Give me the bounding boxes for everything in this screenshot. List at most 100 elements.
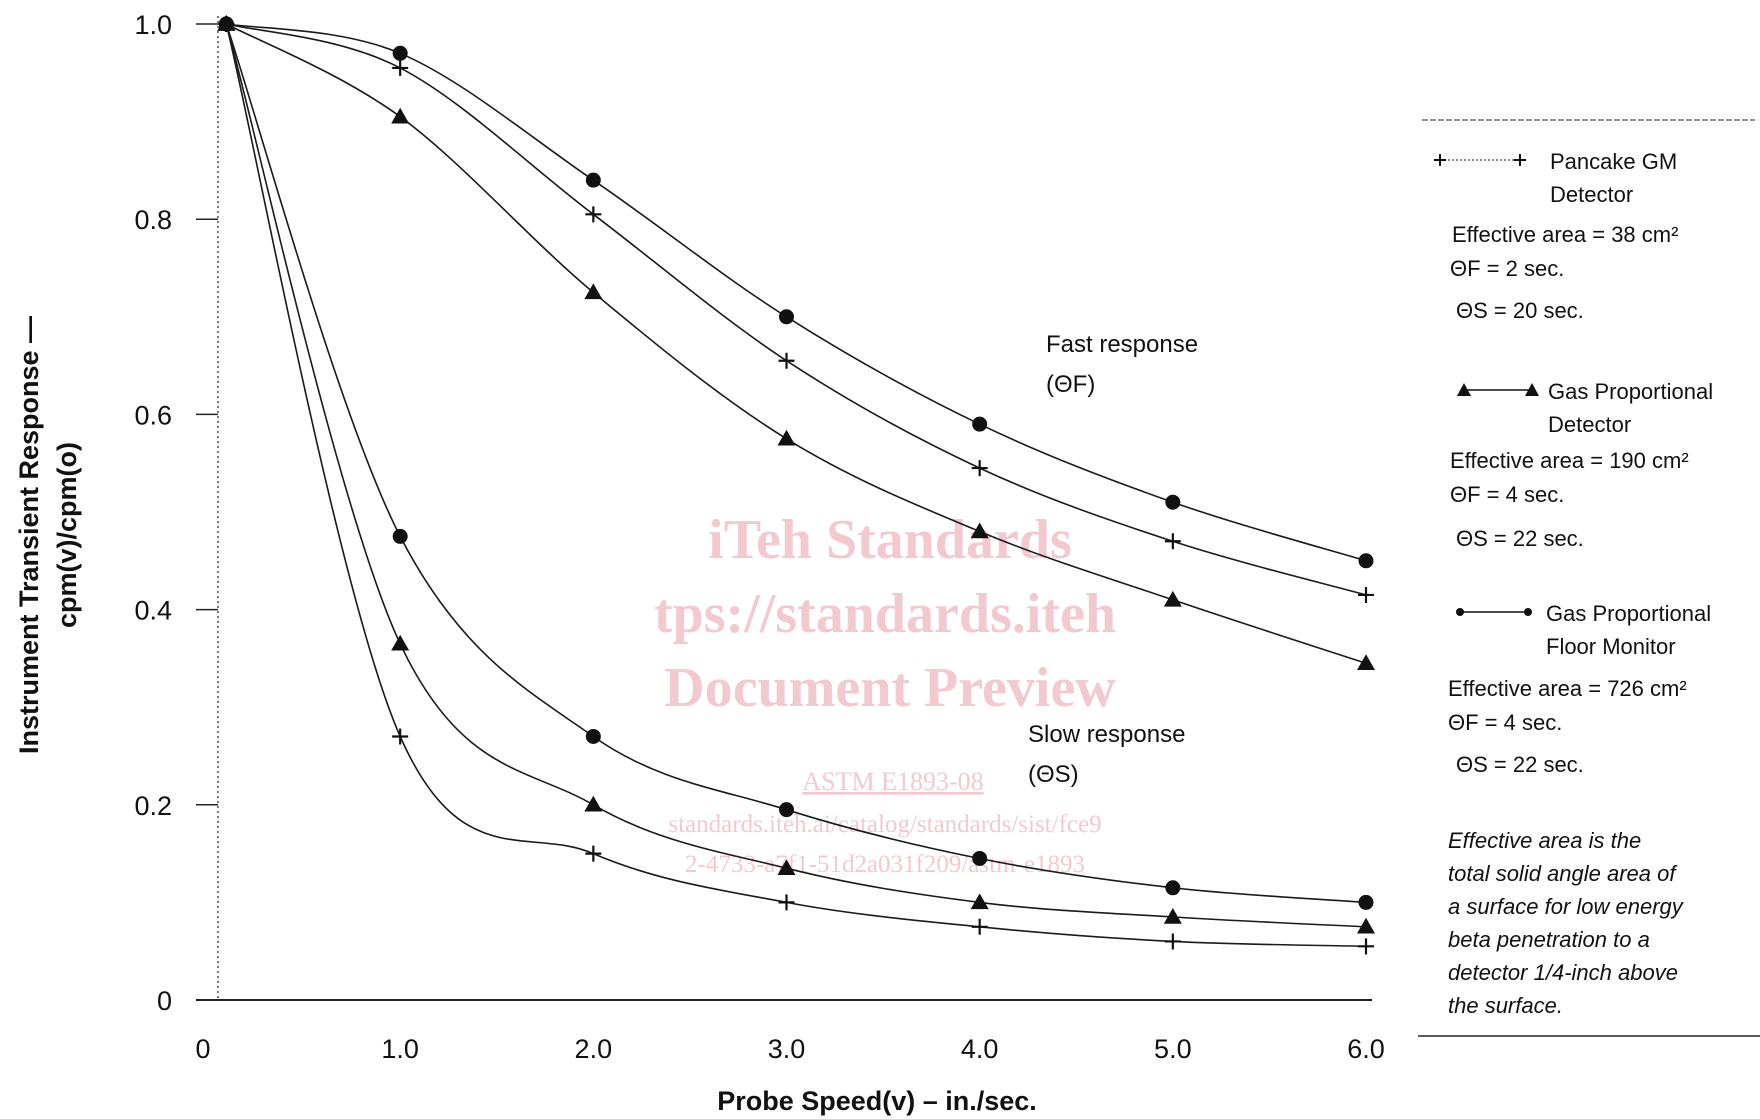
data-point-triangle <box>1163 590 1182 607</box>
data-point-triangle <box>1163 908 1182 924</box>
legend-note-line-2: total solid angle area of <box>1448 861 1678 886</box>
series-line <box>225 23 1367 928</box>
legend-note-line-6: the surface. <box>1448 993 1563 1018</box>
legend-gas-detector-marker <box>1457 383 1539 396</box>
data-point-plus <box>1164 933 1181 950</box>
data-point-plus <box>778 894 795 911</box>
x-tick-label: 0 <box>195 1034 210 1064</box>
legend-note-line-1: Effective area is the <box>1448 828 1641 853</box>
series-fast-triangle <box>217 15 1375 671</box>
data-point-plus <box>1358 938 1374 955</box>
x-tick-label: 2.0 <box>575 1034 613 1064</box>
watermark: iTeh Standards tps://standards.iteh Docu… <box>654 509 1116 878</box>
x-tick-label: 1.0 <box>381 1034 419 1064</box>
y-axis-title: Instrument Transient Response — cpm(v)/c… <box>14 316 82 754</box>
legend-floor-monitor-area: Effective area = 726 cm² <box>1448 676 1687 701</box>
legend-gas-detector-theta-f: ΘF = 4 sec. <box>1450 482 1564 507</box>
series-slow-circle <box>218 16 1374 910</box>
slow-response-symbol: (ΘS) <box>1028 761 1079 788</box>
y-ticks: 0 0.2 0.4 0.6 0.8 1.0 <box>134 10 218 1016</box>
data-point-plus <box>1358 586 1374 603</box>
slow-response-annotation: Slow response (ΘS) <box>1028 721 1185 788</box>
data-point-triangle <box>584 795 603 812</box>
legend-note-line-4: beta penetration to a <box>1448 927 1650 952</box>
data-point-circle <box>585 728 601 744</box>
data-point-circle <box>1358 553 1374 569</box>
y-tick-label: 0.4 <box>134 596 172 626</box>
legend-floor-monitor-name-line-1: Gas Proportional <box>1546 601 1711 626</box>
legend-floor-monitor-marker <box>1456 608 1532 616</box>
legend-gas-detector-area: Effective area = 190 cm² <box>1450 448 1689 473</box>
data-point-triangle <box>391 107 410 124</box>
x-tick-label: 3.0 <box>768 1034 806 1064</box>
data-point-triangle <box>584 283 603 300</box>
legend-floor-monitor-theta-f: ΘF = 4 sec. <box>1448 710 1562 735</box>
watermark-line-6: 2-4733-a7f1-51d2a031f209/astm-e1893 <box>685 851 1085 878</box>
y-tick-label: 0.2 <box>134 791 172 821</box>
watermark-line-2: tps://standards.iteh <box>654 583 1116 645</box>
y-axis-title-line-2: cpm(v)/cpm(o) <box>52 442 82 628</box>
x-tick-label: 5.0 <box>1154 1034 1192 1064</box>
legend-pancake-gm-name-line-2: Detector <box>1550 182 1633 207</box>
legend-entry-pancake-gm: Pancake GM Detector Effective area = 38 … <box>1434 149 1678 323</box>
x-ticks: 0 1.0 2.0 3.0 4.0 5.0 6.0 <box>195 1034 1384 1064</box>
y-tick-label: 0 <box>157 986 172 1016</box>
fast-response-annotation: Fast response (ΘF) <box>1046 331 1198 398</box>
data-point-plus <box>778 352 795 369</box>
watermark-line-1: iTeh Standards <box>708 509 1072 571</box>
data-point-triangle <box>1357 654 1375 671</box>
legend-pancake-gm-name-line-1: Pancake GM <box>1550 149 1677 174</box>
legend-gas-detector-theta-s: ΘS = 22 sec. <box>1456 526 1584 551</box>
data-point-plus <box>585 845 602 862</box>
data-point-circle <box>779 802 794 818</box>
data-point-triangle <box>970 893 989 910</box>
data-point-plus <box>218 16 235 32</box>
data-point-circle <box>779 309 794 325</box>
data-point-plus <box>1164 533 1181 550</box>
legend-pancake-gm-area: Effective area = 38 cm² <box>1452 222 1678 247</box>
series-layer <box>217 15 1375 955</box>
series-line <box>225 23 1367 948</box>
series-slow-plus <box>218 16 1374 955</box>
legend-gas-detector-name-line-2: Detector <box>1548 412 1631 437</box>
legend-note-line-3: a surface for low energy <box>1448 894 1685 919</box>
data-point-circle <box>392 45 408 61</box>
fast-response-label: Fast response <box>1046 331 1198 358</box>
data-point-triangle <box>777 859 796 875</box>
data-point-plus <box>971 918 988 935</box>
fast-response-symbol: (ΘF) <box>1046 371 1095 398</box>
series-fast-circle <box>218 16 1374 569</box>
data-point-circle <box>1165 494 1181 510</box>
y-tick-label: 0.8 <box>134 205 172 235</box>
data-point-circle <box>1165 880 1181 896</box>
data-point-circle <box>585 172 601 188</box>
x-tick-label: 4.0 <box>961 1034 999 1064</box>
y-tick-label: 1.0 <box>134 10 172 40</box>
y-tick-label: 0.6 <box>134 400 172 430</box>
data-point-circle <box>392 528 408 544</box>
legend-note: Effective area is the total solid angle … <box>1448 828 1685 1018</box>
data-point-triangle <box>391 634 410 651</box>
data-point-circle <box>972 850 988 866</box>
legend-note-line-5: detector 1/4-inch above <box>1448 960 1678 985</box>
legend-pancake-gm-theta-f: ΘF = 2 sec. <box>1450 256 1564 281</box>
data-point-triangle <box>1357 917 1375 934</box>
legend-entry-gas-proportional-floor-monitor: Gas Proportional Floor Monitor Effective… <box>1448 601 1711 777</box>
legend-entry-gas-proportional-detector: Gas Proportional Detector Effective area… <box>1450 379 1713 551</box>
legend: Pancake GM Detector Effective area = 38 … <box>1418 119 1760 1037</box>
series-line <box>226 23 1367 562</box>
data-point-circle <box>1358 894 1374 910</box>
data-point-circle <box>972 416 988 432</box>
legend-gas-detector-name-line-1: Gas Proportional <box>1548 379 1713 404</box>
data-point-plus <box>392 728 409 745</box>
series-line <box>225 23 1367 904</box>
watermark-line-4: ASTM E1893-08 <box>802 767 983 796</box>
series-slow-triangle <box>217 15 1375 934</box>
legend-pancake-gm-theta-s: ΘS = 20 sec. <box>1456 298 1584 323</box>
data-point-plus <box>585 206 602 223</box>
x-axis-title: Probe Speed(v) – in./sec. <box>717 1086 1037 1116</box>
data-point-plus <box>392 59 409 76</box>
data-point-plus <box>971 460 988 477</box>
legend-floor-monitor-name-line-2: Floor Monitor <box>1546 634 1676 659</box>
